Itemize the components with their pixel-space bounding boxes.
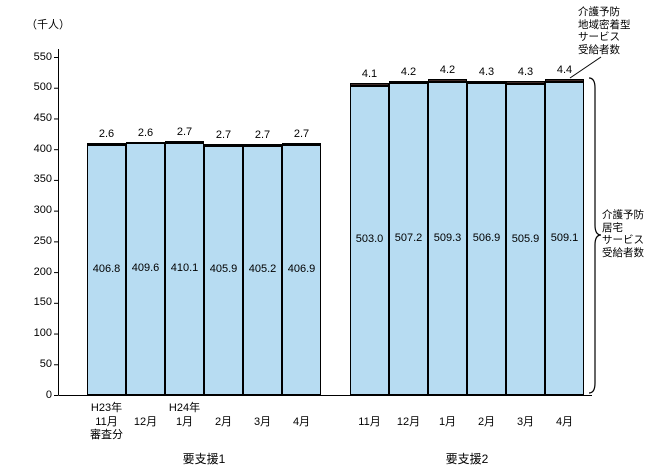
bar-segment-home (350, 85, 389, 395)
x-axis-category-line: H24年 (168, 402, 201, 414)
x-axis-category-line: 11月 (95, 415, 118, 428)
x-axis-category-label: 4月 (538, 402, 591, 443)
home-value-label: 509.3 (433, 231, 462, 244)
x-axis-category-label: 12月 (382, 402, 435, 443)
home-value-label: 506.9 (472, 232, 501, 245)
x-axis-category-line: 3月 (516, 415, 535, 428)
bar-segment-home (467, 83, 506, 395)
bar-segment-community (467, 80, 506, 84)
home-value-label: 507.2 (394, 232, 423, 245)
community-value-label: 4.2 (439, 64, 456, 77)
bar-segment-home (282, 144, 321, 395)
x-axis-category-line: 4月 (555, 415, 574, 428)
x-axis-category-line: 11月 (358, 415, 381, 428)
bar-segment-community (545, 79, 584, 83)
x-axis-category-line: 2月 (477, 415, 496, 428)
bar-segment-community (389, 80, 428, 84)
x-axis-category-label: 3月 (236, 402, 289, 443)
x-axis-category-label: 11月 (343, 402, 396, 443)
x-axis-category-line: 12月 (133, 415, 158, 428)
annotation-community-service-label: 介護予防 地域密着型 サービス 受給者数 (578, 6, 631, 56)
bar-segment-home (545, 82, 584, 395)
community-value-label: 4.2 (400, 65, 417, 78)
community-value-label: 4.3 (517, 66, 534, 79)
home-value-label: 505.9 (511, 232, 540, 245)
group-label: 要支援1 (182, 452, 226, 466)
x-axis-category-line (275, 402, 328, 416)
bar-segment-community (204, 143, 243, 146)
bar-segment-home (126, 143, 165, 395)
community-value-label: 4.3 (478, 65, 495, 78)
y-axis-tick-label: 550 (33, 50, 52, 63)
community-value-label: 2.7 (254, 129, 271, 142)
community-value-label: 2.7 (215, 128, 232, 141)
y-axis-tick-label: 50 (39, 357, 52, 370)
y-axis-tick-label: 200 (33, 265, 52, 278)
bar-segment-community (243, 144, 282, 147)
x-axis-category-line: 2月 (214, 415, 233, 428)
bar-segment-home (87, 145, 126, 395)
community-value-label: 2.6 (137, 126, 154, 139)
bar-segment-community (126, 141, 165, 144)
y-axis-tick-label: 450 (33, 111, 52, 124)
home-value-label: 406.9 (287, 262, 316, 275)
annotation-home-service-label: 介護予防 居宅 サービス 受給者数 (602, 209, 644, 259)
bar-segment-home (243, 145, 282, 395)
community-value-label: 2.7 (293, 128, 310, 141)
y-axis-tick-label: 500 (33, 81, 52, 94)
home-value-label: 409.6 (131, 262, 160, 275)
bar-segment-community (282, 143, 321, 146)
x-axis-category-line: 4月 (292, 415, 311, 428)
home-value-label: 503.0 (355, 233, 384, 246)
bar-segment-community (350, 83, 389, 86)
bar-segment-community (428, 79, 467, 82)
bar-segment-home (389, 83, 428, 395)
x-axis-category-line: 1月 (175, 415, 194, 428)
x-axis-category-label: 2月 (460, 402, 513, 443)
bar-segment-community (165, 141, 204, 144)
x-axis-category-line: H23年 (90, 402, 123, 414)
home-value-label: 406.8 (92, 263, 121, 275)
home-value-label: 410.1 (170, 261, 199, 274)
bar-segment-community (506, 81, 545, 85)
right-brace (588, 77, 602, 394)
x-axis-category-line: 1月 (438, 415, 457, 428)
bar-segment-home (165, 142, 204, 395)
y-axis-tick-label: 350 (33, 173, 52, 186)
x-axis-category-line (538, 429, 591, 443)
x-axis-category-line (538, 402, 591, 416)
x-axis-category-label: H23年 11月 審査分 (80, 402, 133, 443)
x-axis-category-label: 1月 (421, 402, 474, 443)
home-value-label: 509.1 (550, 231, 579, 244)
x-axis-category-line: 12月 (396, 415, 421, 428)
y-axis-tick-label: 150 (33, 296, 52, 309)
y-axis-tick-label: 100 (33, 327, 52, 340)
y-axis-tick-label: 400 (33, 142, 52, 155)
community-value-label: 2.6 (98, 128, 115, 141)
home-value-label: 405.9 (209, 263, 238, 276)
community-value-label: 2.7 (176, 126, 193, 139)
community-value-label: 4.1 (361, 68, 378, 81)
bar-segment-home (204, 145, 243, 395)
x-axis-category-label: 12月 (119, 402, 172, 443)
group-label: 要支援2 (445, 452, 489, 466)
community-value-label: 4.4 (556, 64, 573, 77)
x-axis-category-label: H24年 1月 (158, 402, 211, 443)
x-axis-category-line (275, 429, 328, 443)
y-axis-tick-label: 250 (33, 234, 52, 247)
x-axis-category-label: 2月 (197, 402, 250, 443)
y-axis-tick-label: 300 (33, 204, 52, 217)
home-value-label: 405.2 (248, 263, 277, 276)
x-axis-category-label: 3月 (499, 402, 552, 443)
y-axis-unit-label: （千人） (26, 19, 70, 31)
bar-segment-home (506, 84, 545, 395)
x-axis-category-line: 3月 (253, 415, 272, 428)
bar-segment-home (428, 82, 467, 395)
bar-segment-community (87, 143, 126, 146)
x-axis-category-label: 4月 (275, 402, 328, 443)
x-axis-category-line: 審査分 (90, 429, 123, 441)
y-axis-tick-label: 0 (45, 388, 52, 401)
